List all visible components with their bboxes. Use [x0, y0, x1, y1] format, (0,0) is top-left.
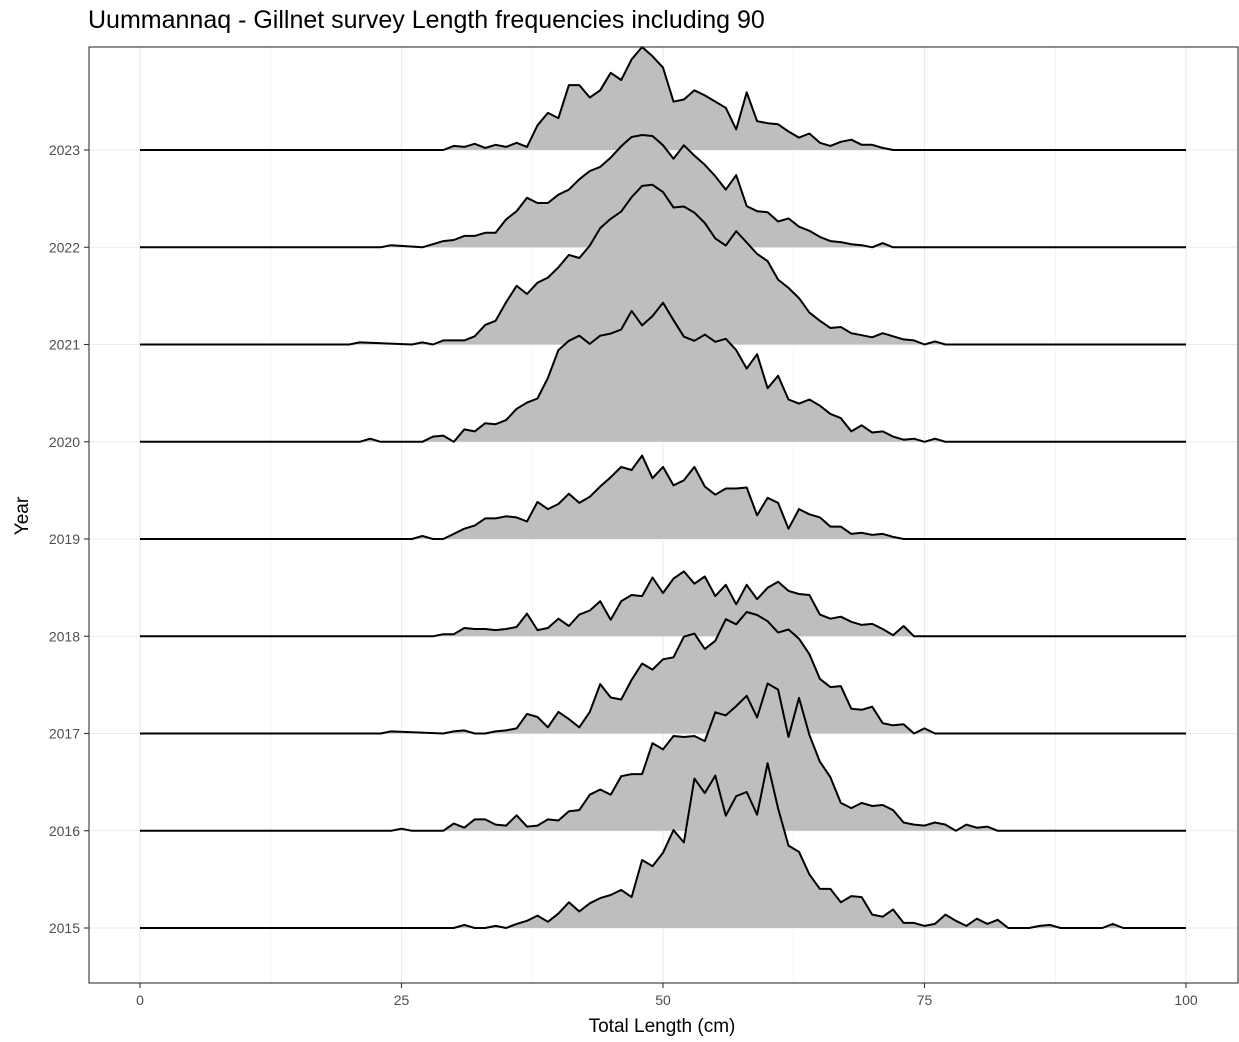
- ridges: [140, 47, 1186, 928]
- ridge-area-2020: [140, 303, 1186, 442]
- y-tick-label: 2017: [49, 726, 80, 742]
- y-axis-title: Year: [12, 496, 33, 535]
- x-tick-label: 25: [394, 992, 410, 1008]
- y-ticks: 2015 2016 2017 2018 2019 2020 2021 2022 2023: [49, 142, 89, 936]
- y-tick-label: 2018: [49, 628, 80, 644]
- y-tick-label: 2021: [49, 337, 80, 353]
- y-tick-label: 2019: [49, 531, 80, 547]
- y-tick-label: 2016: [49, 823, 80, 839]
- ridge-2020: [140, 303, 1186, 442]
- x-ticks: 0 25 50 75 100: [136, 983, 1198, 1008]
- x-tick-label: 50: [655, 992, 671, 1008]
- x-tick-label: 0: [136, 992, 144, 1008]
- x-tick-label: 75: [917, 992, 933, 1008]
- x-axis-title: Total Length (cm): [589, 1016, 736, 1037]
- y-tick-label: 2022: [49, 239, 80, 255]
- ridge-2019: [140, 456, 1186, 539]
- y-tick-label: 2023: [49, 142, 80, 158]
- y-tick-label: 2020: [49, 434, 80, 450]
- y-tick-label: 2015: [49, 920, 80, 936]
- x-tick-label: 100: [1174, 992, 1198, 1008]
